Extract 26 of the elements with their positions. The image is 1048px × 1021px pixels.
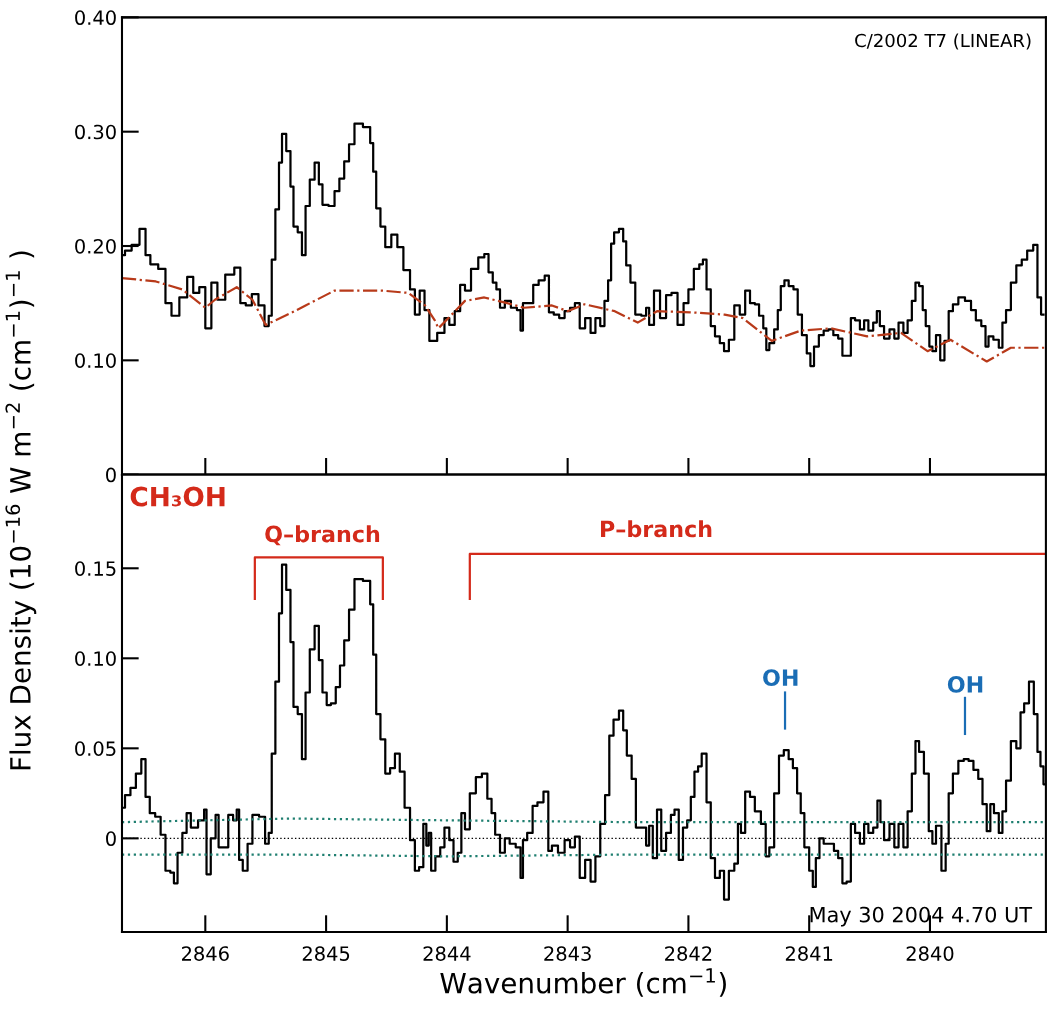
- y-tick-label: 0.20: [75, 238, 116, 254]
- x-tick-label: 2843: [544, 946, 591, 961]
- line-series: [121, 276, 1046, 363]
- x-tick-label: 2840: [906, 946, 954, 961]
- annotation: C/2002 T7 (LINEAR): [855, 33, 1031, 50]
- x-tick-label: 2842: [665, 946, 712, 961]
- text: Flux Density (10$^{−16}$ W m$^{−2}$ (cm$^{−1}$)$^{−1}$ ): [5, 251, 37, 770]
- y-tick-label: 0.10: [75, 353, 116, 368]
- y-tick-label: 0: [106, 467, 116, 483]
- annotation: OH: [947, 676, 983, 693]
- x-tick-label: 2841: [785, 946, 833, 961]
- x-axis-title: Wavenumber (cm$^{−1}$): [440, 968, 726, 997]
- y-tick-label: 0.40: [75, 10, 116, 26]
- x-tick-label: 2846: [182, 946, 229, 961]
- x-tick-label: 2845: [302, 946, 350, 961]
- annotation: P–branch: [601, 520, 712, 538]
- y-tick-label: 0.15: [75, 561, 116, 576]
- y-tick-label: 0.10: [75, 651, 116, 666]
- y-tick-label: 0: [106, 831, 116, 847]
- annotation: Q–branch: [265, 525, 380, 546]
- annotation: May 30 2004 4.70 UT: [810, 906, 1033, 927]
- y-tick-label: 0.30: [75, 124, 116, 140]
- x-tick-label: 2844: [423, 946, 471, 961]
- y-tick-label: 0.05: [75, 741, 116, 756]
- annotation: CH₃OH: [130, 486, 225, 507]
- annotation: OH: [763, 669, 798, 686]
